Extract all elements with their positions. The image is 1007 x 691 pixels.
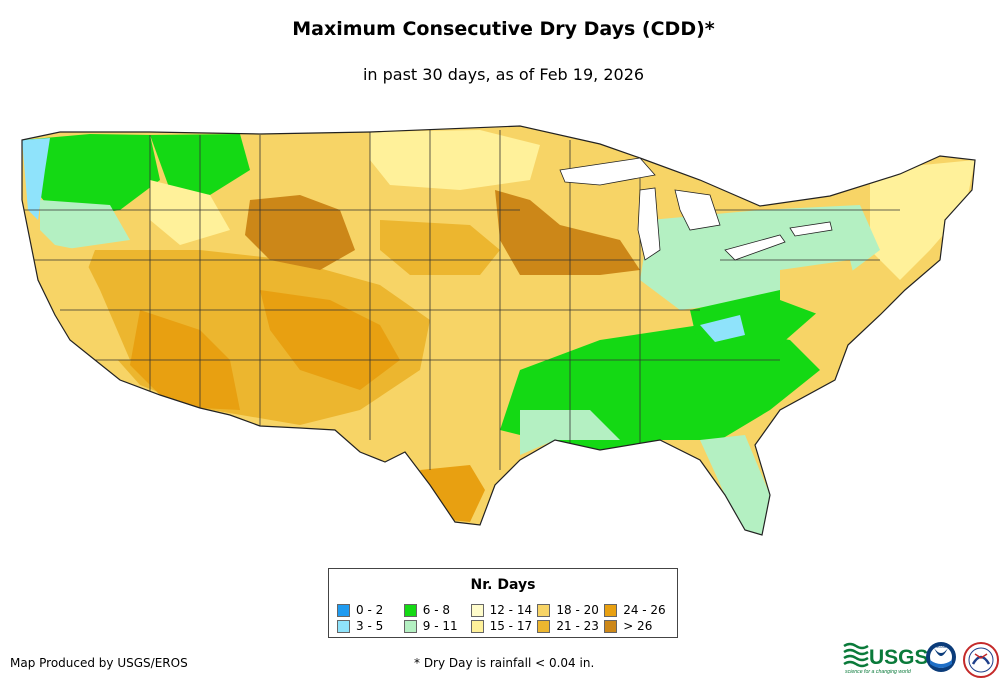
- noaa-wordmark: NOAA: [936, 645, 947, 649]
- legend-swatch: [470, 619, 484, 633]
- nws-logo: [963, 642, 999, 678]
- legend-swatch: [537, 619, 551, 633]
- legend-swatch: [470, 603, 484, 617]
- legend-item: 15 - 17: [470, 618, 538, 634]
- usgs-logo: USGS science for a changing world: [843, 642, 929, 675]
- legend-label: > 26: [623, 619, 653, 633]
- noaa-logo: NOAA: [926, 642, 956, 672]
- legend-label: 24 - 26: [623, 603, 666, 617]
- region-nebraska: [380, 220, 500, 275]
- legend-swatch: [537, 603, 551, 617]
- map-subtitle: in past 30 days, as of Feb 19, 2026: [362, 65, 645, 84]
- region-florida: [700, 435, 770, 535]
- region-colorado: [260, 290, 400, 390]
- legend-item: 21 - 23: [537, 618, 604, 634]
- legend-item: 24 - 26: [604, 602, 671, 618]
- legend-items: 0 - 2 3 - 5 6 - 8 9 - 11 12 - 14 15 - 17…: [337, 602, 671, 634]
- legend-label: 18 - 20: [556, 603, 599, 617]
- legend: Nr. Days 0 - 2 3 - 5 6 - 8 9 - 11 12 - 1…: [328, 568, 678, 638]
- legend-item: 3 - 5: [337, 618, 404, 634]
- legend-label: 0 - 2: [356, 603, 384, 617]
- region-appalachians-blue: [700, 315, 745, 342]
- legend-swatch: [604, 619, 618, 633]
- legend-item: 9 - 11: [403, 618, 471, 634]
- legend-title: Nr. Days: [470, 577, 536, 593]
- lake-ontario: [789, 221, 833, 237]
- legend-swatch: [337, 619, 350, 633]
- legend-item: 12 - 14: [470, 602, 538, 618]
- usgs-tagline: science for a changing world: [845, 669, 912, 675]
- map-credit: Map Produced by USGS/EROS: [10, 656, 188, 670]
- region-washington-wet: [22, 138, 50, 220]
- legend-swatch: [403, 603, 417, 617]
- region-wyoming: [245, 195, 355, 270]
- legend-item: 18 - 20: [537, 602, 604, 618]
- legend-label: 12 - 14: [489, 603, 533, 617]
- usgs-wordmark: USGS: [869, 646, 929, 669]
- region-texas-coast: [420, 465, 485, 522]
- region-upper-midwest: [495, 190, 640, 275]
- agency-logos: USGS science for a changing world NOAA: [843, 642, 999, 678]
- region-pacific-nw: [22, 134, 160, 220]
- legend-item: 6 - 8: [403, 602, 471, 618]
- lake-michigan: [637, 187, 661, 261]
- region-northeast: [870, 160, 975, 280]
- legend-item: > 26: [604, 618, 671, 634]
- region-idaho: [150, 180, 230, 245]
- legend-label: 21 - 23: [556, 619, 599, 633]
- lake-superior: [559, 157, 656, 186]
- lake-huron: [674, 189, 721, 231]
- legend-swatch: [403, 619, 417, 633]
- map-title: Maximum Consecutive Dry Days (CDD)*: [292, 18, 715, 40]
- region-virginia: [780, 260, 860, 315]
- legend-swatch: [337, 603, 350, 617]
- legend-item: 0 - 2: [337, 602, 404, 618]
- legend-swatch: [604, 603, 618, 617]
- legend-label: 15 - 17: [489, 619, 533, 633]
- lake-erie: [724, 234, 786, 261]
- us-cdd-map: [21, 125, 976, 536]
- legend-label: 9 - 11: [422, 619, 458, 633]
- great-lakes: [559, 157, 833, 261]
- legend-label: 6 - 8: [422, 603, 451, 617]
- region-northern-plains: [370, 130, 540, 190]
- state-borders: [22, 130, 900, 470]
- us-outline: [21, 125, 976, 536]
- region-california: [30, 240, 130, 360]
- region-oregon: [40, 200, 130, 250]
- legend-label: 3 - 5: [356, 619, 384, 633]
- dry-day-footnote: * Dry Day is rainfall < 0.04 in.: [414, 656, 595, 670]
